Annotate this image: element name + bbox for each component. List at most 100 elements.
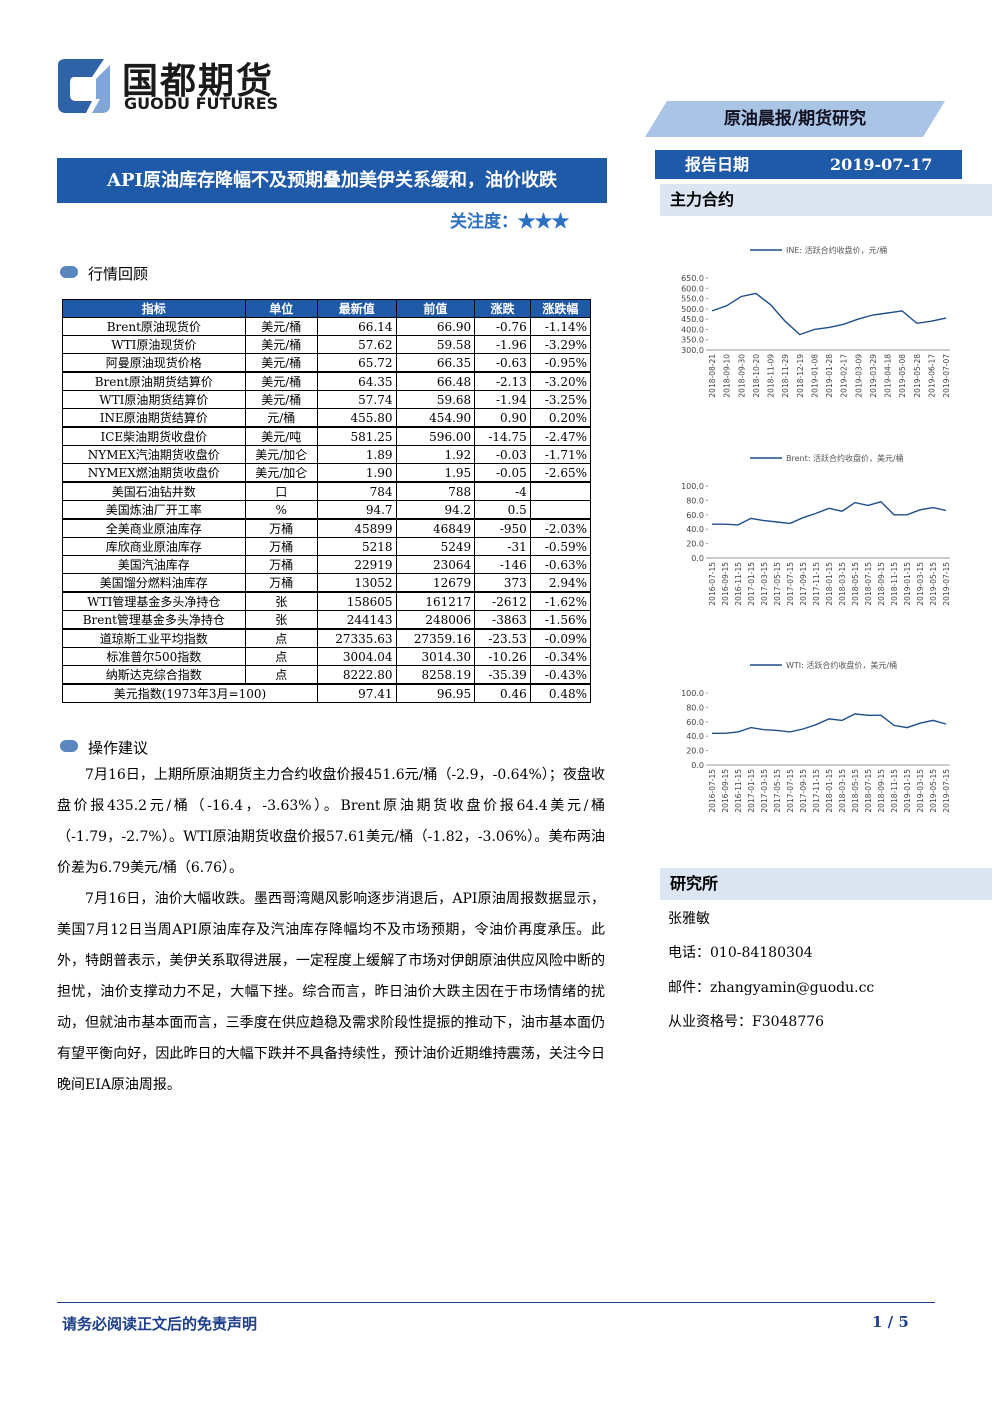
table-cell: 64.35 xyxy=(316,371,397,391)
y-tick-label: 60.0 xyxy=(686,718,704,727)
table-cell: -0.76 xyxy=(474,317,531,336)
table-cell: 784 xyxy=(316,481,397,501)
table-cell: 标准普尔500指数 xyxy=(62,647,246,666)
x-tick-label: 2019-03-29 xyxy=(869,354,878,398)
table-cell: 23064 xyxy=(395,555,476,574)
table-cell: 美元/加仑 xyxy=(244,463,318,483)
table-cell: 248006 xyxy=(395,610,476,630)
table-cell: -3.25% xyxy=(529,390,592,409)
table-cell: 3004.04 xyxy=(316,647,397,666)
legend-label: INE: 活跃合约收盘价，元/桶 xyxy=(786,245,887,255)
table-cell: 373 xyxy=(474,573,531,593)
table-cell: ICE柴油期货收盘价 xyxy=(62,426,246,446)
table-cell: -0.95% xyxy=(529,353,592,373)
table-cell: 阿曼原油现货价格 xyxy=(62,353,246,373)
x-tick-label: 2018-05-15 xyxy=(851,562,860,606)
table-cell: 5249 xyxy=(395,537,476,556)
y-tick-label: 0.0 xyxy=(691,554,704,563)
y-tick-label: 40.0 xyxy=(686,732,704,741)
table-row: Brent原油期货结算价 美元/桶 64.35 66.48 -2.13 -3.20% xyxy=(62,371,592,391)
table-cell: 万桶 xyxy=(244,537,318,556)
table-row: 美国汽油库存 万桶 22919 23064 -146 -0.63% xyxy=(62,555,592,574)
logo-en: GUODU FUTURES xyxy=(124,94,279,113)
paragraph: 7月16日，上期所原油期货主力合约收盘价报451.6元/桶（-2.9，-0.64… xyxy=(57,767,605,876)
table-cell: 59.58 xyxy=(395,335,476,354)
analyst-name: 张雅敏 xyxy=(668,911,710,927)
section-heading: 主力合约 xyxy=(660,184,992,216)
table-cell: 张 xyxy=(244,610,318,630)
x-tick-label: 2016-09-15 xyxy=(721,562,730,606)
table-cell: -0.63% xyxy=(529,555,592,574)
x-tick-label: 2018-01-15 xyxy=(825,769,834,813)
table-cell: 161217 xyxy=(395,591,476,611)
table-cell: 纳斯达克综合指数 xyxy=(62,665,246,685)
table-cell: -146 xyxy=(474,555,531,574)
legend-label: Brent: 活跃合约收盘价，美元/桶 xyxy=(786,453,904,463)
table-cell: 66.90 xyxy=(395,317,476,336)
x-tick-label: 2018-05-15 xyxy=(851,769,860,813)
table-body: Brent原油现货价 美元/桶 66.14 66.90 -0.76 -1.14% WTI原油… xyxy=(62,317,592,703)
x-tick-label: 2017-01-15 xyxy=(747,562,756,606)
x-tick-label: 2016-09-15 xyxy=(721,769,730,813)
x-tick-label: 2018-09-15 xyxy=(877,562,886,606)
line-chart: Brent: 活跃合约收盘价，美元/桶 0.0 20.0 40.0 60.0 80.0 10… xyxy=(681,453,951,606)
table-cell: 0.20% xyxy=(529,408,592,428)
table-cell: 0.90 xyxy=(474,408,531,428)
x-tick-label: 2018-12-19 xyxy=(796,354,805,398)
logo-icon xyxy=(58,59,110,113)
table-cell: Brent原油期货结算价 xyxy=(62,371,246,391)
table-cell: 美元指数(1973年3月=100) xyxy=(62,683,318,703)
table-cell: 27359.16 xyxy=(395,628,476,648)
table-cell: 1.92 xyxy=(395,445,476,464)
table-cell: 美元/吨 xyxy=(244,426,318,446)
x-tick-label: 2018-09-15 xyxy=(877,769,886,813)
x-tick-label: 2019-01-15 xyxy=(903,769,912,813)
table-cell: 美元/桶 xyxy=(244,317,318,336)
x-tick-label: 2017-05-15 xyxy=(773,562,782,606)
table-cell: 2.94% xyxy=(529,573,592,593)
attention-stars: ★★★ xyxy=(518,212,569,232)
x-tick-label: 2017-09-15 xyxy=(799,769,808,813)
table-cell xyxy=(529,500,592,520)
table-cell: -3863 xyxy=(474,610,531,630)
email: 邮件：zhangyamin@guodu.cc xyxy=(668,980,875,996)
y-tick-label: 550.0 xyxy=(681,295,704,304)
y-tick-label: 20.0 xyxy=(686,540,704,549)
paragraph: 7月16日，油价大幅收跌。墨西哥湾飓风影响逐步消退后，API原油周报数据显示，美… xyxy=(57,891,605,1093)
table-cell: 454.90 xyxy=(395,408,476,428)
table-cell: 全美商业原油库存 xyxy=(62,518,246,538)
table-cell: 45899 xyxy=(316,518,397,538)
date-bar: 报告日期 2019-07-17 xyxy=(655,150,962,179)
table-cell: -31 xyxy=(474,537,531,556)
table-cell: -23.53 xyxy=(474,628,531,648)
x-tick-label: 2017-03-15 xyxy=(760,769,769,813)
y-tick-label: 600.0 xyxy=(681,284,704,293)
date-label: 报告日期 xyxy=(685,155,750,174)
table-cell: -0.03 xyxy=(474,445,531,464)
table-cell: 库欣商业原油库存 xyxy=(62,537,246,556)
x-tick-label: 2019-01-08 xyxy=(810,354,819,398)
table-cell: 455.80 xyxy=(316,408,397,428)
table-cell: 94.2 xyxy=(395,500,476,520)
table-cell: 美元/桶 xyxy=(244,353,318,373)
legend-label: WTI: 活跃合约收盘价，美元/桶 xyxy=(786,660,897,670)
table-cell: 97.41 xyxy=(316,683,397,703)
x-tick-label: 2017-07-15 xyxy=(786,562,795,606)
table-cell: 22919 xyxy=(316,555,397,574)
table-cell: 0.48% xyxy=(529,683,592,703)
table-cell: -2612 xyxy=(474,591,531,611)
x-tick-label: 2019-03-15 xyxy=(916,769,925,813)
y-tick-label: 650.0 xyxy=(681,274,704,283)
x-tick-label: 2019-05-08 xyxy=(898,354,907,398)
x-tick-label: 2017-07-15 xyxy=(786,769,795,813)
section-heading: 操作建议 xyxy=(58,737,148,758)
table-cell: 66.14 xyxy=(316,317,397,336)
table-cell: 581.25 xyxy=(316,426,397,446)
x-tick-label: 2018-09-30 xyxy=(737,354,746,398)
license: 从业资格号：F3048776 xyxy=(668,1014,825,1030)
table-cell: 万桶 xyxy=(244,518,318,538)
table-cell: 65.72 xyxy=(316,353,397,373)
table-cell: 点 xyxy=(244,647,318,666)
x-tick-label: 2019-07-07 xyxy=(942,354,951,398)
